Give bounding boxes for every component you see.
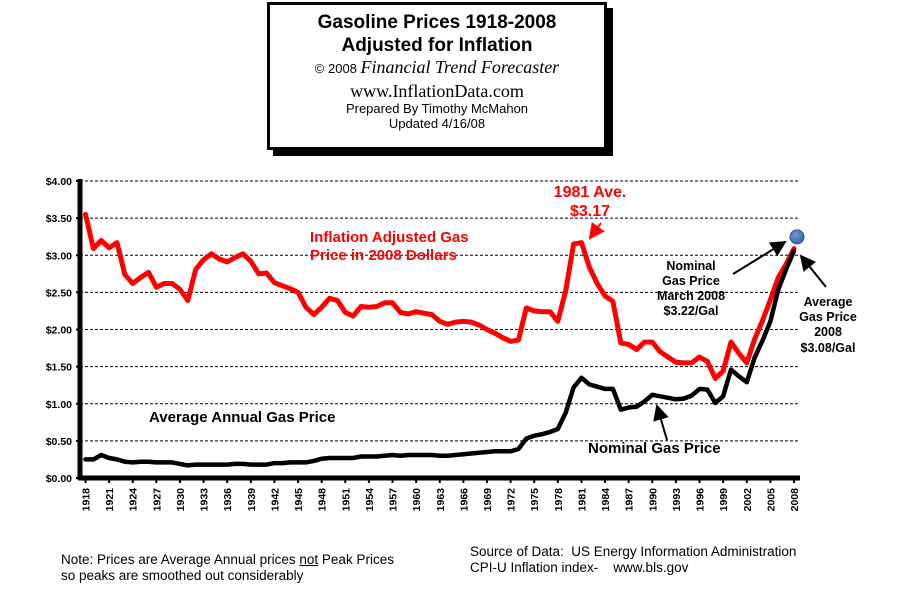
x-axis-ticks: 1918 1921 1924 1927 1930 1933 1936 1939 1942 1945… bbox=[81, 478, 801, 512]
nominal-label: Nominal Gas Price bbox=[588, 440, 721, 457]
chart-subtitle: Adjusted for Inflation bbox=[341, 35, 533, 56]
peak-1981-label-line2: $3.17 bbox=[570, 203, 610, 220]
nominal-march-line4: $3.22/Gal bbox=[664, 304, 719, 318]
y-tick-label: $1.50 bbox=[46, 362, 72, 374]
red-series-label-line2: Price in 2008 Dollars bbox=[310, 247, 457, 264]
x-tick-label: 1999 bbox=[718, 488, 730, 512]
updated-date: Updated 4/16/08 bbox=[388, 116, 486, 131]
avg-2008-line1: Average bbox=[804, 295, 853, 309]
x-tick-label: 1927 bbox=[151, 488, 163, 512]
gridlines bbox=[80, 180, 800, 442]
nominal-march-arrow bbox=[732, 240, 787, 275]
x-tick-label: 1957 bbox=[388, 488, 400, 512]
avg-2008-line4: $3.08/Gal bbox=[801, 341, 856, 355]
x-tick-label: 1987 bbox=[624, 488, 636, 512]
avg-2008-line2: Gas Price bbox=[799, 310, 857, 324]
nominal-march-line2: Gas Price bbox=[662, 274, 720, 288]
x-tick-label: 1972 bbox=[506, 488, 518, 512]
chart-title-box: Gasoline Prices 1918-2008 Adjusted for I… bbox=[267, 2, 607, 150]
footnote-line1: Note: Prices are Average Annual prices n… bbox=[61, 552, 394, 568]
x-tick-label: 1918 bbox=[81, 488, 93, 512]
copyright-line: © 2008 Financial Trend Forecaster bbox=[270, 57, 604, 79]
x-tick-label: 1996 bbox=[695, 488, 707, 512]
x-tick-label: 1933 bbox=[199, 488, 211, 512]
y-tick-label: $1.00 bbox=[46, 399, 72, 411]
nominal-march-line1: Nominal bbox=[666, 259, 715, 273]
red-series-label-line1: Inflation Adjusted Gas bbox=[310, 229, 469, 246]
x-tick-label: 1975 bbox=[529, 488, 541, 512]
nominal-arrow bbox=[653, 404, 669, 441]
y-tick-label: $3.00 bbox=[46, 250, 72, 262]
x-tick-label: 1963 bbox=[435, 488, 447, 512]
x-tick-label: 1939 bbox=[246, 488, 258, 512]
x-tick-label: 1936 bbox=[222, 488, 234, 512]
avg-annual-label: Average Annual Gas Price bbox=[149, 409, 335, 426]
avg-2008-arrow bbox=[799, 254, 827, 288]
footnote-text-a: Note: Prices are Average Annual prices bbox=[61, 552, 300, 567]
website: www.InflationData.com bbox=[350, 81, 524, 101]
copyright: © 2008 bbox=[314, 61, 357, 76]
nominal-march-line3: March 2008 bbox=[657, 289, 725, 303]
y-tick-label: $2.50 bbox=[46, 287, 72, 299]
chart-title: Gasoline Prices 1918-2008 bbox=[317, 12, 557, 33]
x-tick-label: 1978 bbox=[553, 488, 565, 512]
footnote-line2: so peaks are smoothed out considerably bbox=[61, 568, 304, 583]
y-tick-label: $4.00 bbox=[46, 176, 72, 188]
avg-2008-line3: 2008 bbox=[814, 325, 842, 339]
x-tick-label: 1969 bbox=[482, 488, 494, 512]
y-tick-label: $0.50 bbox=[46, 436, 72, 448]
source-note: Source of Data: US Energy Information Ad… bbox=[470, 544, 796, 576]
x-tick-label: 1993 bbox=[671, 488, 683, 512]
x-tick-label: 1984 bbox=[600, 488, 612, 512]
series-line-inflation-adjusted bbox=[83, 211, 797, 381]
series-line-nominal bbox=[83, 248, 797, 468]
y-tick-label: $0.00 bbox=[46, 473, 72, 485]
footnote-text-b: Peak Prices bbox=[318, 552, 394, 567]
x-tick-label: 2008 bbox=[789, 488, 801, 512]
x-tick-label: 1951 bbox=[340, 488, 352, 512]
x-tick-label: 1981 bbox=[576, 488, 588, 512]
x-tick-label: 1930 bbox=[175, 488, 187, 512]
x-tick-label: 2005 bbox=[765, 488, 777, 512]
x-tick-label: 1921 bbox=[104, 488, 116, 512]
source-line1: Source of Data: US Energy Information Ad… bbox=[470, 544, 797, 559]
x-tick-label: 1960 bbox=[411, 488, 423, 512]
footnote-underlined: not bbox=[299, 552, 319, 567]
footnote: Note: Prices are Average Annual prices n… bbox=[61, 552, 394, 584]
x-tick-label: 1966 bbox=[458, 488, 470, 512]
x-tick-label: 2002 bbox=[742, 488, 754, 512]
x-tick-label: 1948 bbox=[317, 488, 329, 512]
x-tick-label: 1924 bbox=[128, 488, 140, 512]
march-2008-marker bbox=[789, 229, 805, 245]
y-tick-label: $2.00 bbox=[46, 325, 72, 337]
y-tick-label: $3.50 bbox=[46, 213, 72, 225]
publisher: Financial Trend Forecaster bbox=[360, 57, 560, 77]
x-tick-label: 1954 bbox=[364, 488, 376, 512]
prepared-by: Prepared By Timothy McMahon bbox=[345, 101, 529, 116]
x-tick-label: 1942 bbox=[269, 488, 281, 512]
series-lines bbox=[83, 211, 797, 468]
y-axis-ticks: $0.00 $0.50 $1.00 $1.50 $2.00 $2.50 $3.00 $3.50… bbox=[46, 176, 80, 485]
peak-1981-arrow bbox=[588, 221, 605, 240]
x-tick-label: 1945 bbox=[293, 488, 305, 512]
x-tick-label: 1990 bbox=[647, 488, 659, 512]
source-line2: CPI-U Inflation index- www.bls.gov bbox=[470, 560, 689, 575]
peak-1981-label-line1: 1981 Ave. bbox=[554, 184, 627, 201]
